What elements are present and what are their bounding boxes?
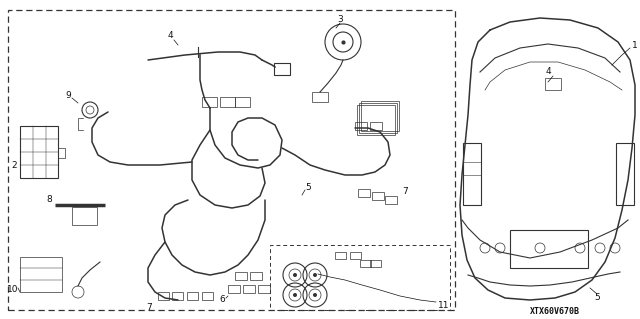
Text: 1: 1 (632, 41, 637, 49)
Bar (72, 207, 97, 225)
Bar (235, 97, 250, 107)
Circle shape (293, 273, 297, 277)
Bar (361, 101, 399, 131)
Bar (350, 252, 361, 259)
Bar (228, 285, 240, 293)
Bar (616, 143, 634, 205)
Bar (172, 292, 183, 300)
Bar (370, 122, 382, 130)
Bar (545, 78, 561, 90)
Bar (385, 196, 397, 204)
Circle shape (313, 273, 317, 277)
Circle shape (293, 293, 297, 297)
Text: XTX60V670B: XTX60V670B (530, 308, 580, 316)
Bar (335, 252, 346, 259)
Text: 5: 5 (594, 293, 600, 302)
Bar (20, 257, 62, 292)
Text: 11: 11 (438, 300, 449, 309)
Bar (360, 260, 371, 267)
Text: 5: 5 (305, 183, 311, 192)
Bar (359, 103, 397, 133)
Bar (202, 97, 217, 107)
Bar (187, 292, 198, 300)
Text: 8: 8 (46, 196, 52, 204)
Bar (8, 10, 455, 310)
Text: 2: 2 (12, 160, 17, 169)
Bar (202, 292, 213, 300)
Bar (463, 143, 481, 205)
Bar (510, 230, 588, 268)
Circle shape (313, 293, 317, 297)
Bar (312, 92, 328, 102)
Bar (357, 105, 395, 135)
Bar (250, 272, 262, 280)
Text: 6: 6 (220, 295, 225, 305)
Bar (355, 122, 367, 130)
Bar (258, 285, 270, 293)
Bar (372, 192, 384, 200)
Text: 7: 7 (147, 303, 152, 313)
Bar (20, 126, 58, 178)
Bar (270, 245, 450, 310)
Bar (220, 97, 235, 107)
Text: 10: 10 (6, 286, 18, 294)
Text: 3: 3 (337, 16, 343, 25)
Bar (358, 189, 370, 197)
Text: 4: 4 (545, 68, 551, 77)
Text: 4: 4 (167, 32, 173, 41)
Bar (243, 285, 255, 293)
Bar (370, 260, 381, 267)
Text: 9: 9 (65, 91, 71, 100)
Bar (235, 272, 247, 280)
Text: 7: 7 (402, 188, 408, 197)
Bar (158, 292, 169, 300)
